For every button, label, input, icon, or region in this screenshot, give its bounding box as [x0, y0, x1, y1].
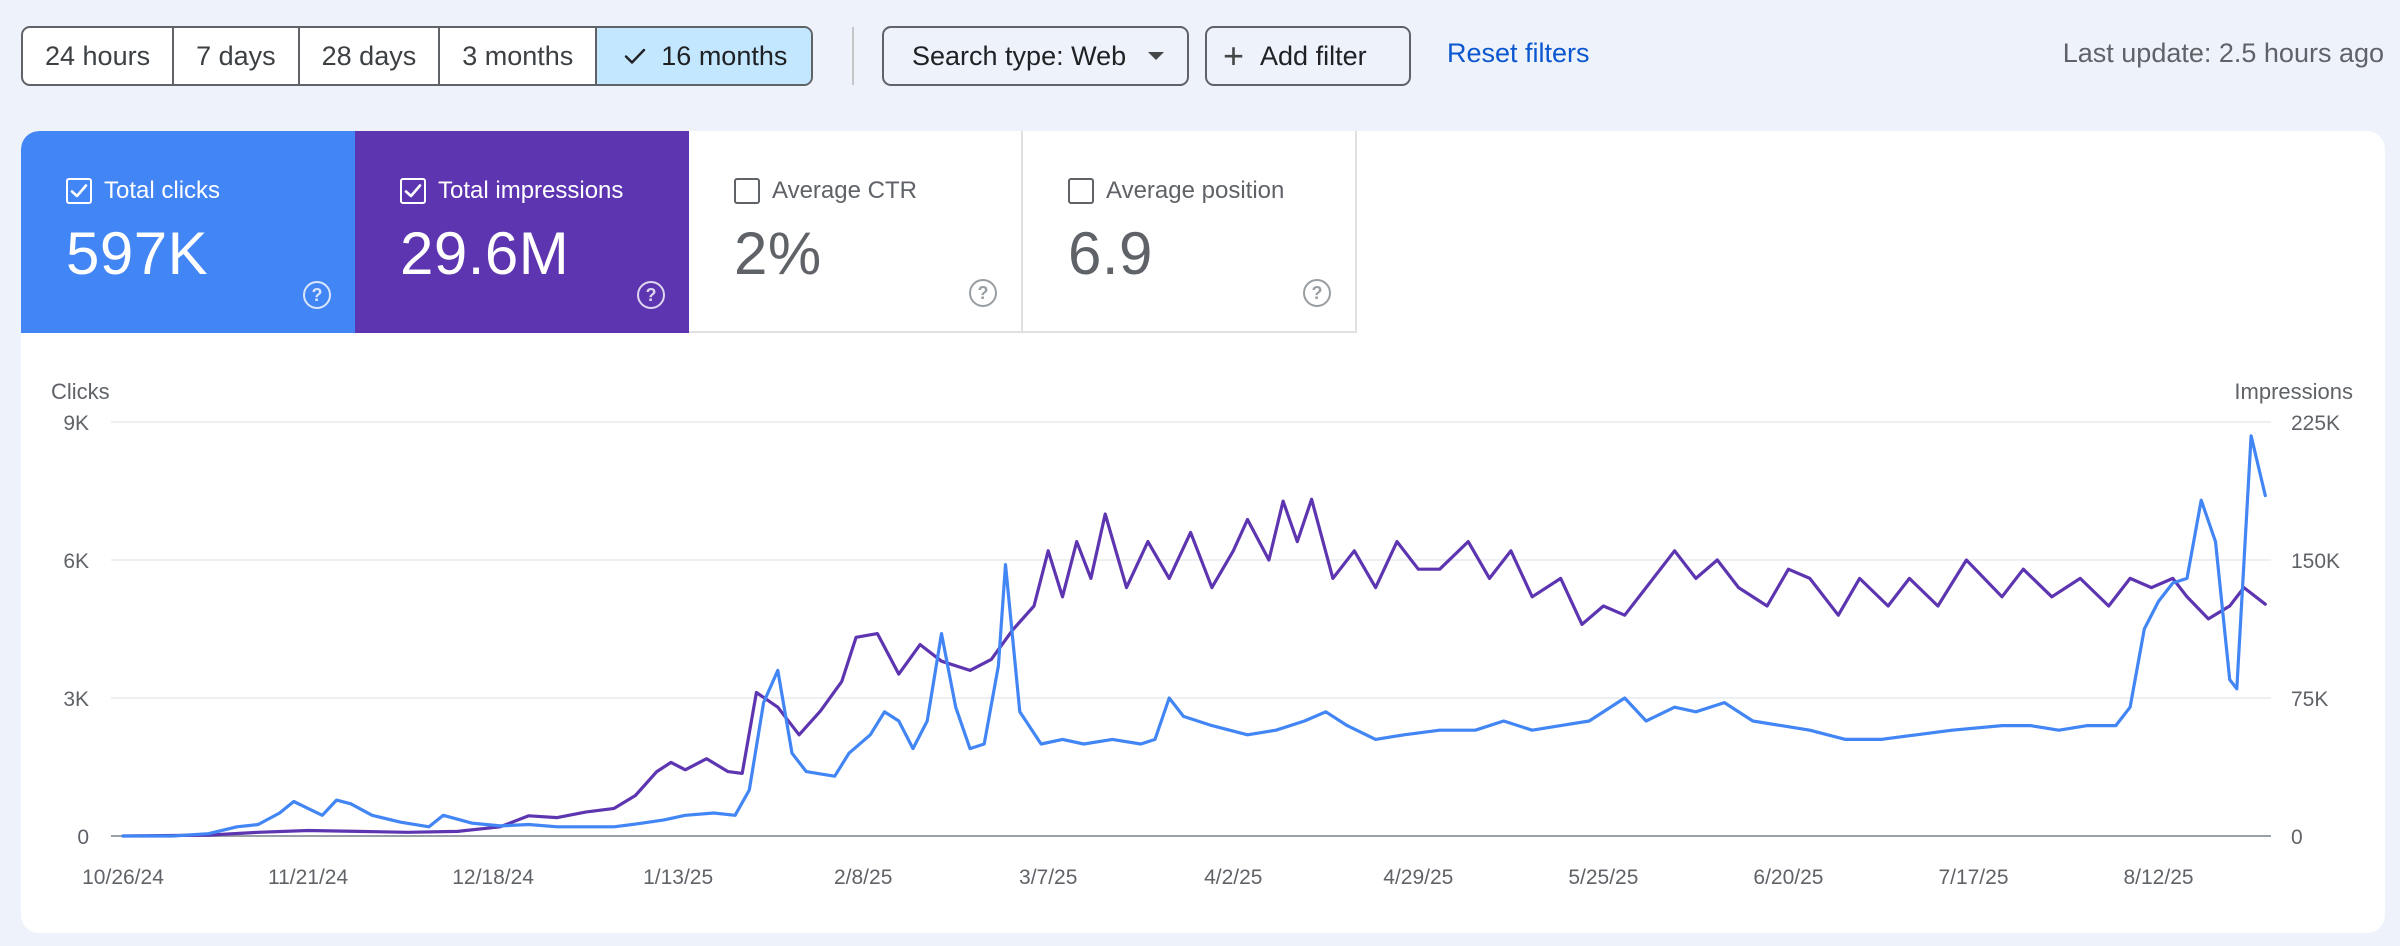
- checkmark-icon: [625, 48, 646, 64]
- range-24-hours[interactable]: 24 hours: [23, 28, 175, 84]
- x-tick-label: 12/18/24: [452, 866, 534, 889]
- range-label: 3 months: [462, 40, 574, 71]
- grid-lines: [111, 421, 2271, 837]
- search-type-dropdown[interactable]: Search type: Web: [882, 26, 1189, 86]
- metric-tile-total-impressions[interactable]: Total impressions 29.6M ?: [355, 131, 689, 333]
- range-16-months[interactable]: 16 months: [597, 28, 812, 84]
- x-tick-label: 4/29/25: [1383, 866, 1453, 889]
- checkbox-checked-icon[interactable]: [66, 178, 92, 204]
- metric-value: 597K: [66, 220, 209, 287]
- range-label: 7 days: [196, 40, 276, 71]
- range-label: 24 hours: [45, 40, 151, 71]
- help-icon[interactable]: ?: [969, 279, 997, 307]
- range-label: 28 days: [321, 40, 417, 71]
- help-icon[interactable]: ?: [637, 281, 665, 309]
- metric-label: Total clicks: [104, 177, 221, 204]
- y-tick-right: 0: [2291, 826, 2303, 849]
- add-filter-button[interactable]: + Add filter: [1205, 26, 1411, 86]
- help-icon[interactable]: ?: [1303, 279, 1331, 307]
- x-tick-label: 1/13/25: [643, 866, 713, 889]
- caret-down-icon: [1148, 52, 1165, 60]
- x-tick-label: 3/7/25: [1019, 866, 1077, 889]
- checkbox-unchecked-icon[interactable]: [734, 178, 760, 204]
- metric-value: 2%: [734, 220, 822, 287]
- performance-card: Total clicks 597K ? Total impressions 29…: [21, 131, 2385, 933]
- last-update-text: Last update: 2.5 hours ago: [2062, 38, 2384, 68]
- range-7-days[interactable]: 7 days: [174, 28, 300, 84]
- y-tick-left: 9K: [63, 412, 89, 435]
- reset-filters-link[interactable]: Reset filters: [1447, 38, 1590, 68]
- range-label: 16 months: [661, 40, 788, 71]
- metric-tile-average-ctr[interactable]: Average CTR 2% ?: [689, 131, 1023, 333]
- series-line-impressions: [121, 497, 2267, 838]
- x-tick-label: 6/20/25: [1753, 866, 1823, 889]
- metric-label: Average position: [1106, 177, 1285, 204]
- y-tick-left: 6K: [63, 550, 89, 573]
- search-type-label: Search type: Web: [912, 40, 1127, 71]
- x-tick-label: 8/12/25: [2123, 866, 2193, 889]
- metric-label: Average CTR: [772, 177, 917, 204]
- toolbar-divider: [852, 27, 854, 85]
- x-tick-label: 2/8/25: [834, 866, 892, 889]
- y-tick-left: 3K: [63, 688, 89, 711]
- date-range-selector: 24 hours 7 days 28 days 3 months 16 mont…: [21, 26, 814, 86]
- metric-label: Total impressions: [438, 177, 624, 204]
- metric-tile-average-position[interactable]: Average position 6.9 ?: [1023, 131, 1357, 333]
- range-28-days[interactable]: 28 days: [300, 28, 441, 84]
- plus-icon: +: [1223, 35, 1245, 76]
- y-axis-right-title: Impressions: [2234, 379, 2353, 404]
- y-tick-left: 0: [77, 826, 89, 849]
- checkbox-unchecked-icon[interactable]: [1068, 178, 1094, 204]
- y-tick-right: 150K: [2291, 550, 2340, 573]
- y-tick-right: 75K: [2291, 688, 2328, 711]
- range-3-months[interactable]: 3 months: [440, 28, 598, 84]
- x-tick-label: 10/26/24: [82, 866, 164, 889]
- checkbox-checked-icon[interactable]: [400, 178, 426, 204]
- x-tick-label: 4/2/25: [1204, 866, 1262, 889]
- metric-value: 6.9: [1068, 220, 1153, 287]
- x-tick-label: 5/25/25: [1568, 866, 1638, 889]
- series-line-clicks: [121, 434, 2267, 838]
- help-icon[interactable]: ?: [303, 281, 331, 309]
- y-axis-left-title: Clicks: [51, 379, 110, 404]
- metric-tile-total-clicks[interactable]: Total clicks 597K ?: [21, 131, 355, 333]
- add-filter-label: Add filter: [1260, 40, 1367, 71]
- metric-value: 29.6M: [400, 220, 570, 287]
- y-tick-right: 225K: [2291, 412, 2340, 435]
- x-tick-label: 7/17/25: [1938, 866, 2008, 889]
- x-tick-label: 11/21/24: [268, 866, 349, 889]
